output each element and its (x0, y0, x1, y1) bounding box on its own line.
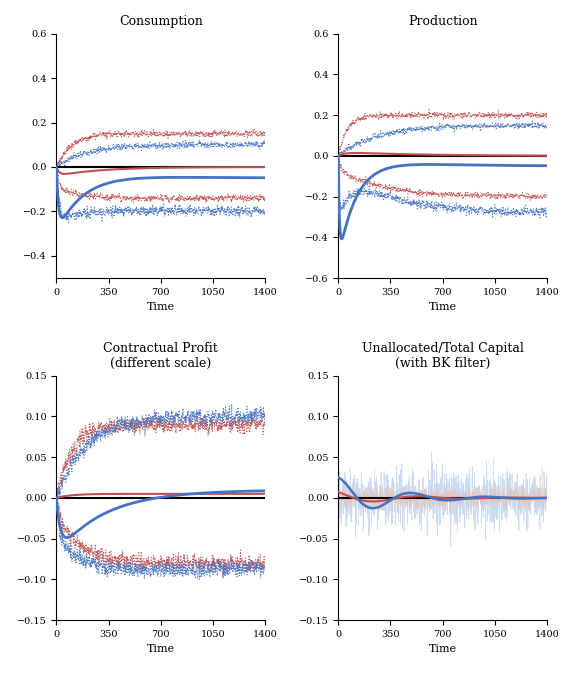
Title: Unallocated/Total Capital
(with BK filter): Unallocated/Total Capital (with BK filte… (362, 342, 523, 371)
X-axis label: Time: Time (429, 303, 457, 312)
X-axis label: Time: Time (147, 303, 175, 312)
X-axis label: Time: Time (429, 644, 457, 654)
Title: Production: Production (408, 16, 478, 28)
Title: Consumption: Consumption (119, 16, 202, 28)
Title: Contractual Profit
(different scale): Contractual Profit (different scale) (103, 342, 218, 371)
X-axis label: Time: Time (147, 644, 175, 654)
